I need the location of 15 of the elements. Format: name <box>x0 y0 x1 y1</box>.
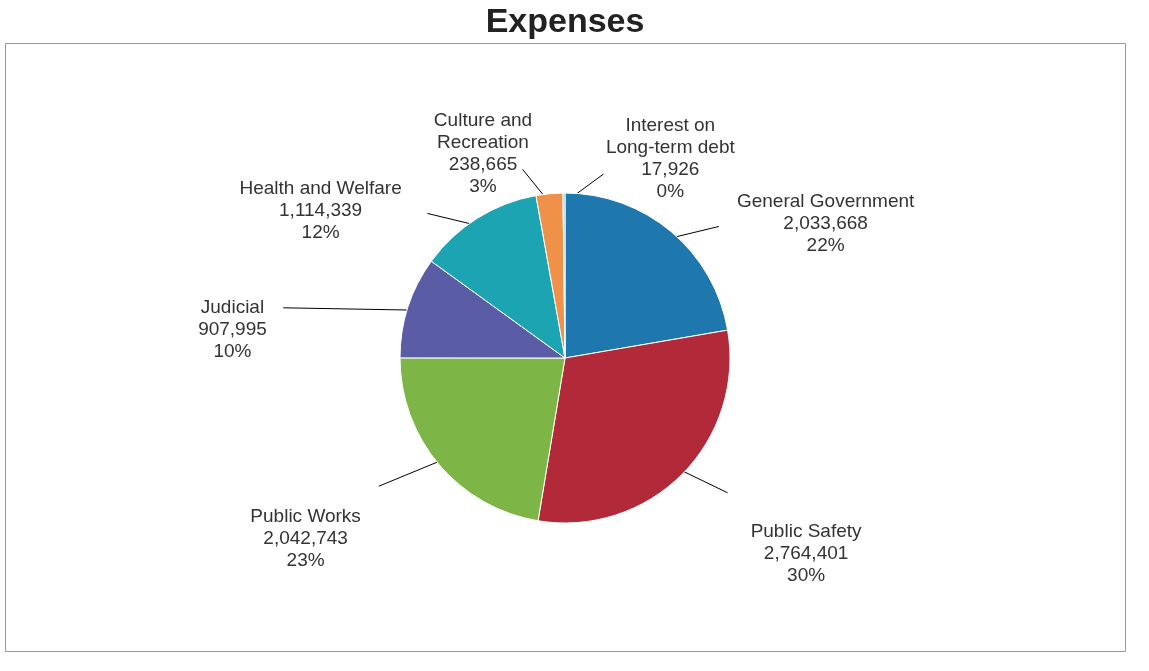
slice-label: Health and Welfare <box>239 176 402 198</box>
chart-title: Expenses <box>485 1 645 39</box>
slice-label: Culture and Recreation <box>433 109 533 153</box>
slice-label: General Government <box>736 189 916 211</box>
slice-label: Public Works <box>250 505 361 527</box>
slice-label: Judicial <box>200 295 265 317</box>
data-label: 2,764,401 30% <box>763 541 849 585</box>
data-label: 907,995 10% <box>198 317 267 361</box>
data-label: 238,665 3% <box>448 153 518 197</box>
slice-label: Interest on Long-term debt <box>605 114 736 158</box>
data-label: 2,033,668 22% <box>783 211 868 255</box>
slice-label: Public Safety <box>750 519 863 541</box>
data-label: 1,114,339 12% <box>279 198 363 242</box>
data-label: 17,926 0% <box>641 158 700 202</box>
data-label: 2,042,743 23% <box>263 527 348 571</box>
